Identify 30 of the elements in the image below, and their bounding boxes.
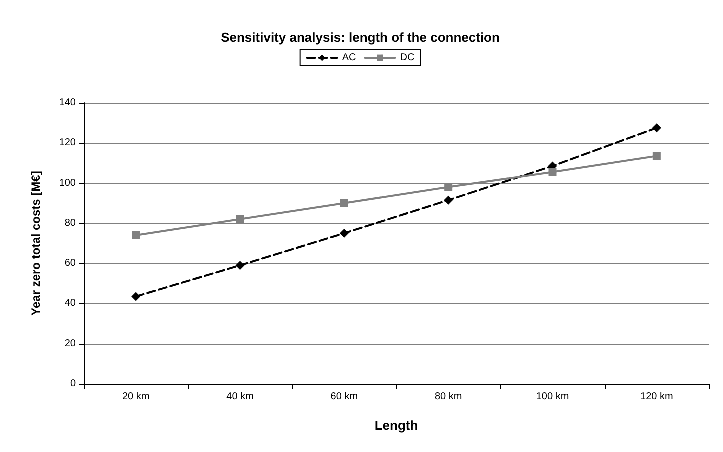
point bbox=[340, 228, 349, 238]
legend-label: DC bbox=[400, 52, 415, 64]
x-tick-label: 60 km bbox=[330, 392, 358, 402]
x-axis-title: Length bbox=[374, 418, 418, 433]
x-tick-label: 100 km bbox=[536, 392, 570, 402]
x-tick-label: 80 km bbox=[434, 392, 462, 402]
point bbox=[548, 168, 557, 176]
y-tick-label: 60 bbox=[64, 258, 76, 270]
point bbox=[340, 199, 348, 208]
legend-label: AC bbox=[342, 52, 356, 64]
y-axis-title: Year zero total costs [M€] bbox=[29, 171, 43, 316]
y-tick-label: 100 bbox=[59, 178, 76, 189]
y-tick-label: 20 bbox=[64, 338, 76, 350]
y-tick-label: 0 bbox=[70, 378, 76, 390]
chart-title: Sensitivity analysis: length of the connection bbox=[221, 30, 500, 45]
point bbox=[652, 152, 661, 160]
point bbox=[444, 183, 453, 192]
point bbox=[652, 124, 662, 133]
x-tick-label: 20 km bbox=[122, 392, 150, 402]
y-tick-label: 120 bbox=[59, 138, 76, 149]
y-tick-label: 140 bbox=[59, 98, 76, 108]
x-tick-label: 120 km bbox=[640, 392, 674, 402]
y-tick-label: 80 bbox=[64, 218, 76, 229]
x-tick-label: 40 km bbox=[226, 392, 254, 402]
point bbox=[444, 196, 454, 205]
y-tick-label: 40 bbox=[64, 298, 76, 310]
point bbox=[236, 261, 245, 270]
point bbox=[236, 215, 244, 224]
point bbox=[132, 292, 141, 302]
point bbox=[132, 231, 140, 240]
